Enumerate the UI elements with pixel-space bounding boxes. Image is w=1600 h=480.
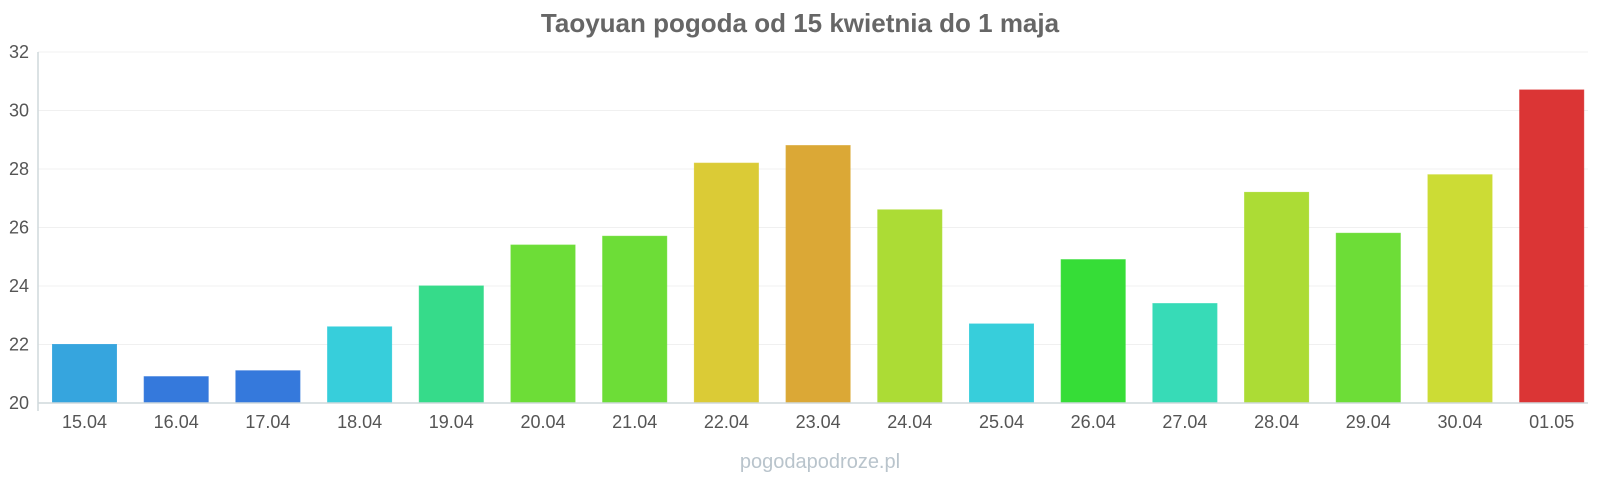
x-tick-label: 29.04	[1346, 412, 1391, 432]
x-tick-label: 30.04	[1437, 412, 1482, 432]
x-tick-label: 27.04	[1162, 412, 1207, 432]
bars	[52, 89, 1585, 404]
bar-18.04[interactable]	[327, 326, 393, 404]
bar-27.04[interactable]	[1152, 303, 1218, 404]
bar-20.04[interactable]	[510, 244, 576, 404]
bar-23.04[interactable]	[785, 145, 851, 404]
x-tick-label: 24.04	[887, 412, 932, 432]
x-tick-label: 15.04	[62, 412, 107, 432]
bar-15.04[interactable]	[52, 344, 117, 404]
chart-title: Taoyuan pogoda od 15 kwietnia do 1 maja	[541, 8, 1060, 38]
bar-22.04[interactable]	[693, 162, 759, 404]
x-tick-label: 16.04	[154, 412, 199, 432]
y-axis: 20 22 24 26 28 30 32	[9, 42, 39, 413]
x-tick-label: 19.04	[429, 412, 474, 432]
bar-17.04[interactable]	[235, 370, 301, 404]
x-tick-label: 20.04	[520, 412, 565, 432]
bar-19.04[interactable]	[418, 285, 484, 404]
y-tick-label: 22	[9, 335, 29, 355]
bar-30.04[interactable]	[1427, 174, 1493, 404]
watermark-text: pogodapodroze.pl	[740, 451, 900, 473]
y-tick-label: 30	[9, 101, 29, 121]
x-tick-label: 26.04	[1071, 412, 1116, 432]
bar-25.04[interactable]	[969, 323, 1034, 404]
x-tick-label: 17.04	[245, 412, 290, 432]
x-tick-label: 25.04	[979, 412, 1024, 432]
x-tick-label: 01.05	[1529, 412, 1574, 432]
bar-01.05[interactable]	[1519, 89, 1585, 404]
y-tick-label: 24	[9, 276, 29, 296]
x-axis: 15.04 16.04 17.04 18.04 19.04 20.04 21.04 22.04…	[38, 402, 1588, 432]
bar-26.04[interactable]	[1060, 259, 1126, 404]
bar-24.04[interactable]	[877, 209, 943, 404]
x-tick-label: 18.04	[337, 412, 382, 432]
x-tick-label: 21.04	[612, 412, 657, 432]
bar-21.04[interactable]	[602, 235, 668, 404]
bar-28.04[interactable]	[1244, 191, 1310, 404]
y-tick-label: 20	[9, 393, 29, 413]
x-tick-label: 28.04	[1254, 412, 1299, 432]
y-tick-label: 32	[9, 42, 29, 62]
bar-29.04[interactable]	[1335, 232, 1401, 404]
x-tick-label: 23.04	[796, 412, 841, 432]
x-tick-label: 22.04	[704, 412, 749, 432]
y-tick-label: 26	[9, 218, 29, 238]
y-tick-label: 28	[9, 159, 29, 179]
bar-16.04[interactable]	[143, 376, 209, 404]
